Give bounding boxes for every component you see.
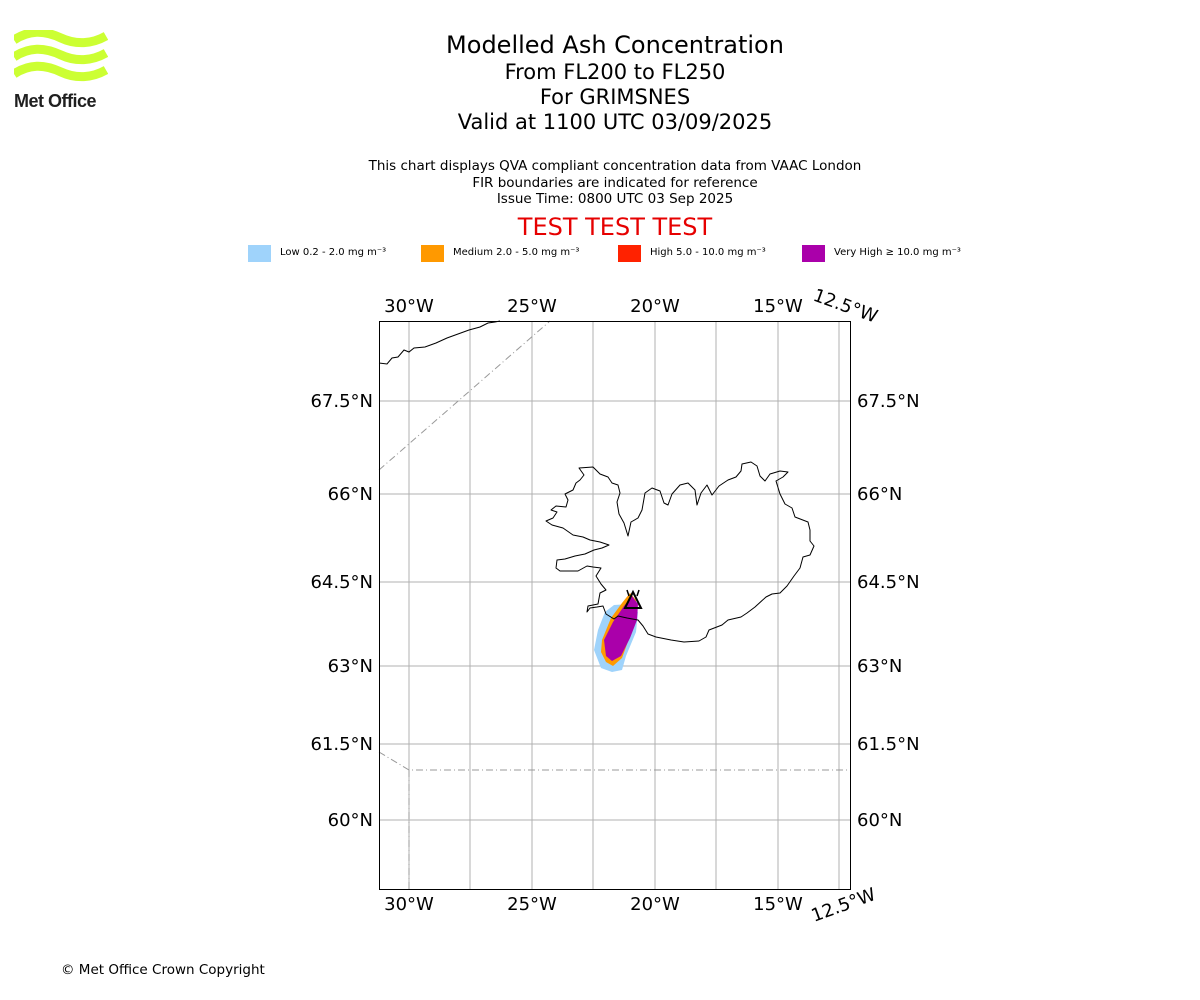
right-tick-66n: 66°N (857, 484, 902, 505)
left-tick-67-5n: 67.5°N (310, 391, 373, 412)
title-block: Modelled Ash Concentration From FL200 to… (0, 30, 1200, 135)
right-tick-60n: 60°N (857, 810, 902, 831)
volcano-plume-marks (626, 589, 640, 597)
volcano-name: For GRIMSNES (539, 85, 691, 109)
note-qva: This chart displays QVA compliant concen… (368, 158, 862, 174)
copyright: © Met Office Crown Copyright (61, 962, 265, 978)
right-tick-67-5n: 67.5°N (857, 391, 920, 412)
legend-swatch-high (618, 245, 641, 262)
legend-label-low: Low 0.2 - 2.0 mg m⁻³ (280, 247, 387, 258)
map-frame (379, 321, 851, 890)
left-tick-61-5n: 61.5°N (310, 734, 373, 755)
test-banner: TEST TEST TEST (517, 213, 713, 241)
top-tick-30w: 30°W (384, 296, 434, 317)
legend-swatch-medium (421, 245, 444, 262)
bottom-tick-15w: 15°W (753, 894, 803, 915)
left-tick-60n: 60°N (328, 810, 373, 831)
ash-very-high-contour (604, 596, 638, 661)
ash-contours (594, 593, 638, 672)
note-issue-time: Issue Time: 0800 UTC 03 Sep 2025 (496, 191, 734, 207)
note-fir: FIR boundaries are indicated for referen… (472, 174, 758, 191)
met-office-wave-icon (14, 30, 108, 82)
fir-boundary-northwest (378, 320, 551, 471)
bottom-tick-20w: 20°W (630, 894, 680, 915)
iceland-coastline (545, 461, 815, 643)
greenland-coastline (378, 320, 501, 365)
right-tick-63n: 63°N (857, 656, 902, 677)
top-tick-15w: 15°W (753, 296, 803, 317)
bottom-tick-12-5w: 12.5°W (809, 884, 879, 927)
met-office-logo: Met Office (14, 30, 108, 112)
top-tick-20w: 20°W (630, 296, 680, 317)
right-tick-61-5n: 61.5°N (857, 734, 920, 755)
legend-swatch-low (248, 245, 271, 262)
legend-label-very-high: Very High ≥ 10.0 mg m⁻³ (834, 247, 961, 258)
flight-level-range: From FL200 to FL250 (504, 60, 726, 84)
left-tick-64-5n: 64.5°N (310, 572, 373, 593)
left-tick-66n: 66°N (328, 484, 373, 505)
logo-text: Met Office (14, 91, 97, 111)
fir-boundaries (378, 320, 851, 890)
top-tick-25w: 25°W (507, 296, 557, 317)
bottom-tick-30w: 30°W (384, 894, 434, 915)
valid-time: Valid at 1100 UTC 03/09/2025 (457, 110, 773, 134)
legend-swatch-very-high (802, 245, 825, 262)
volcano-triangle-icon (623, 589, 643, 609)
fir-boundary-south (378, 751, 851, 771)
bottom-tick-25w: 25°W (507, 894, 557, 915)
chart-title: Modelled Ash Concentration (446, 31, 784, 59)
legend-label-medium: Medium 2.0 - 5.0 mg m⁻³ (453, 247, 580, 258)
chart-notes: This chart displays QVA compliant concen… (0, 158, 1200, 208)
right-tick-64-5n: 64.5°N (857, 572, 920, 593)
left-tick-63n: 63°N (328, 656, 373, 677)
legend-label-high: High 5.0 - 10.0 mg m⁻³ (650, 247, 766, 258)
